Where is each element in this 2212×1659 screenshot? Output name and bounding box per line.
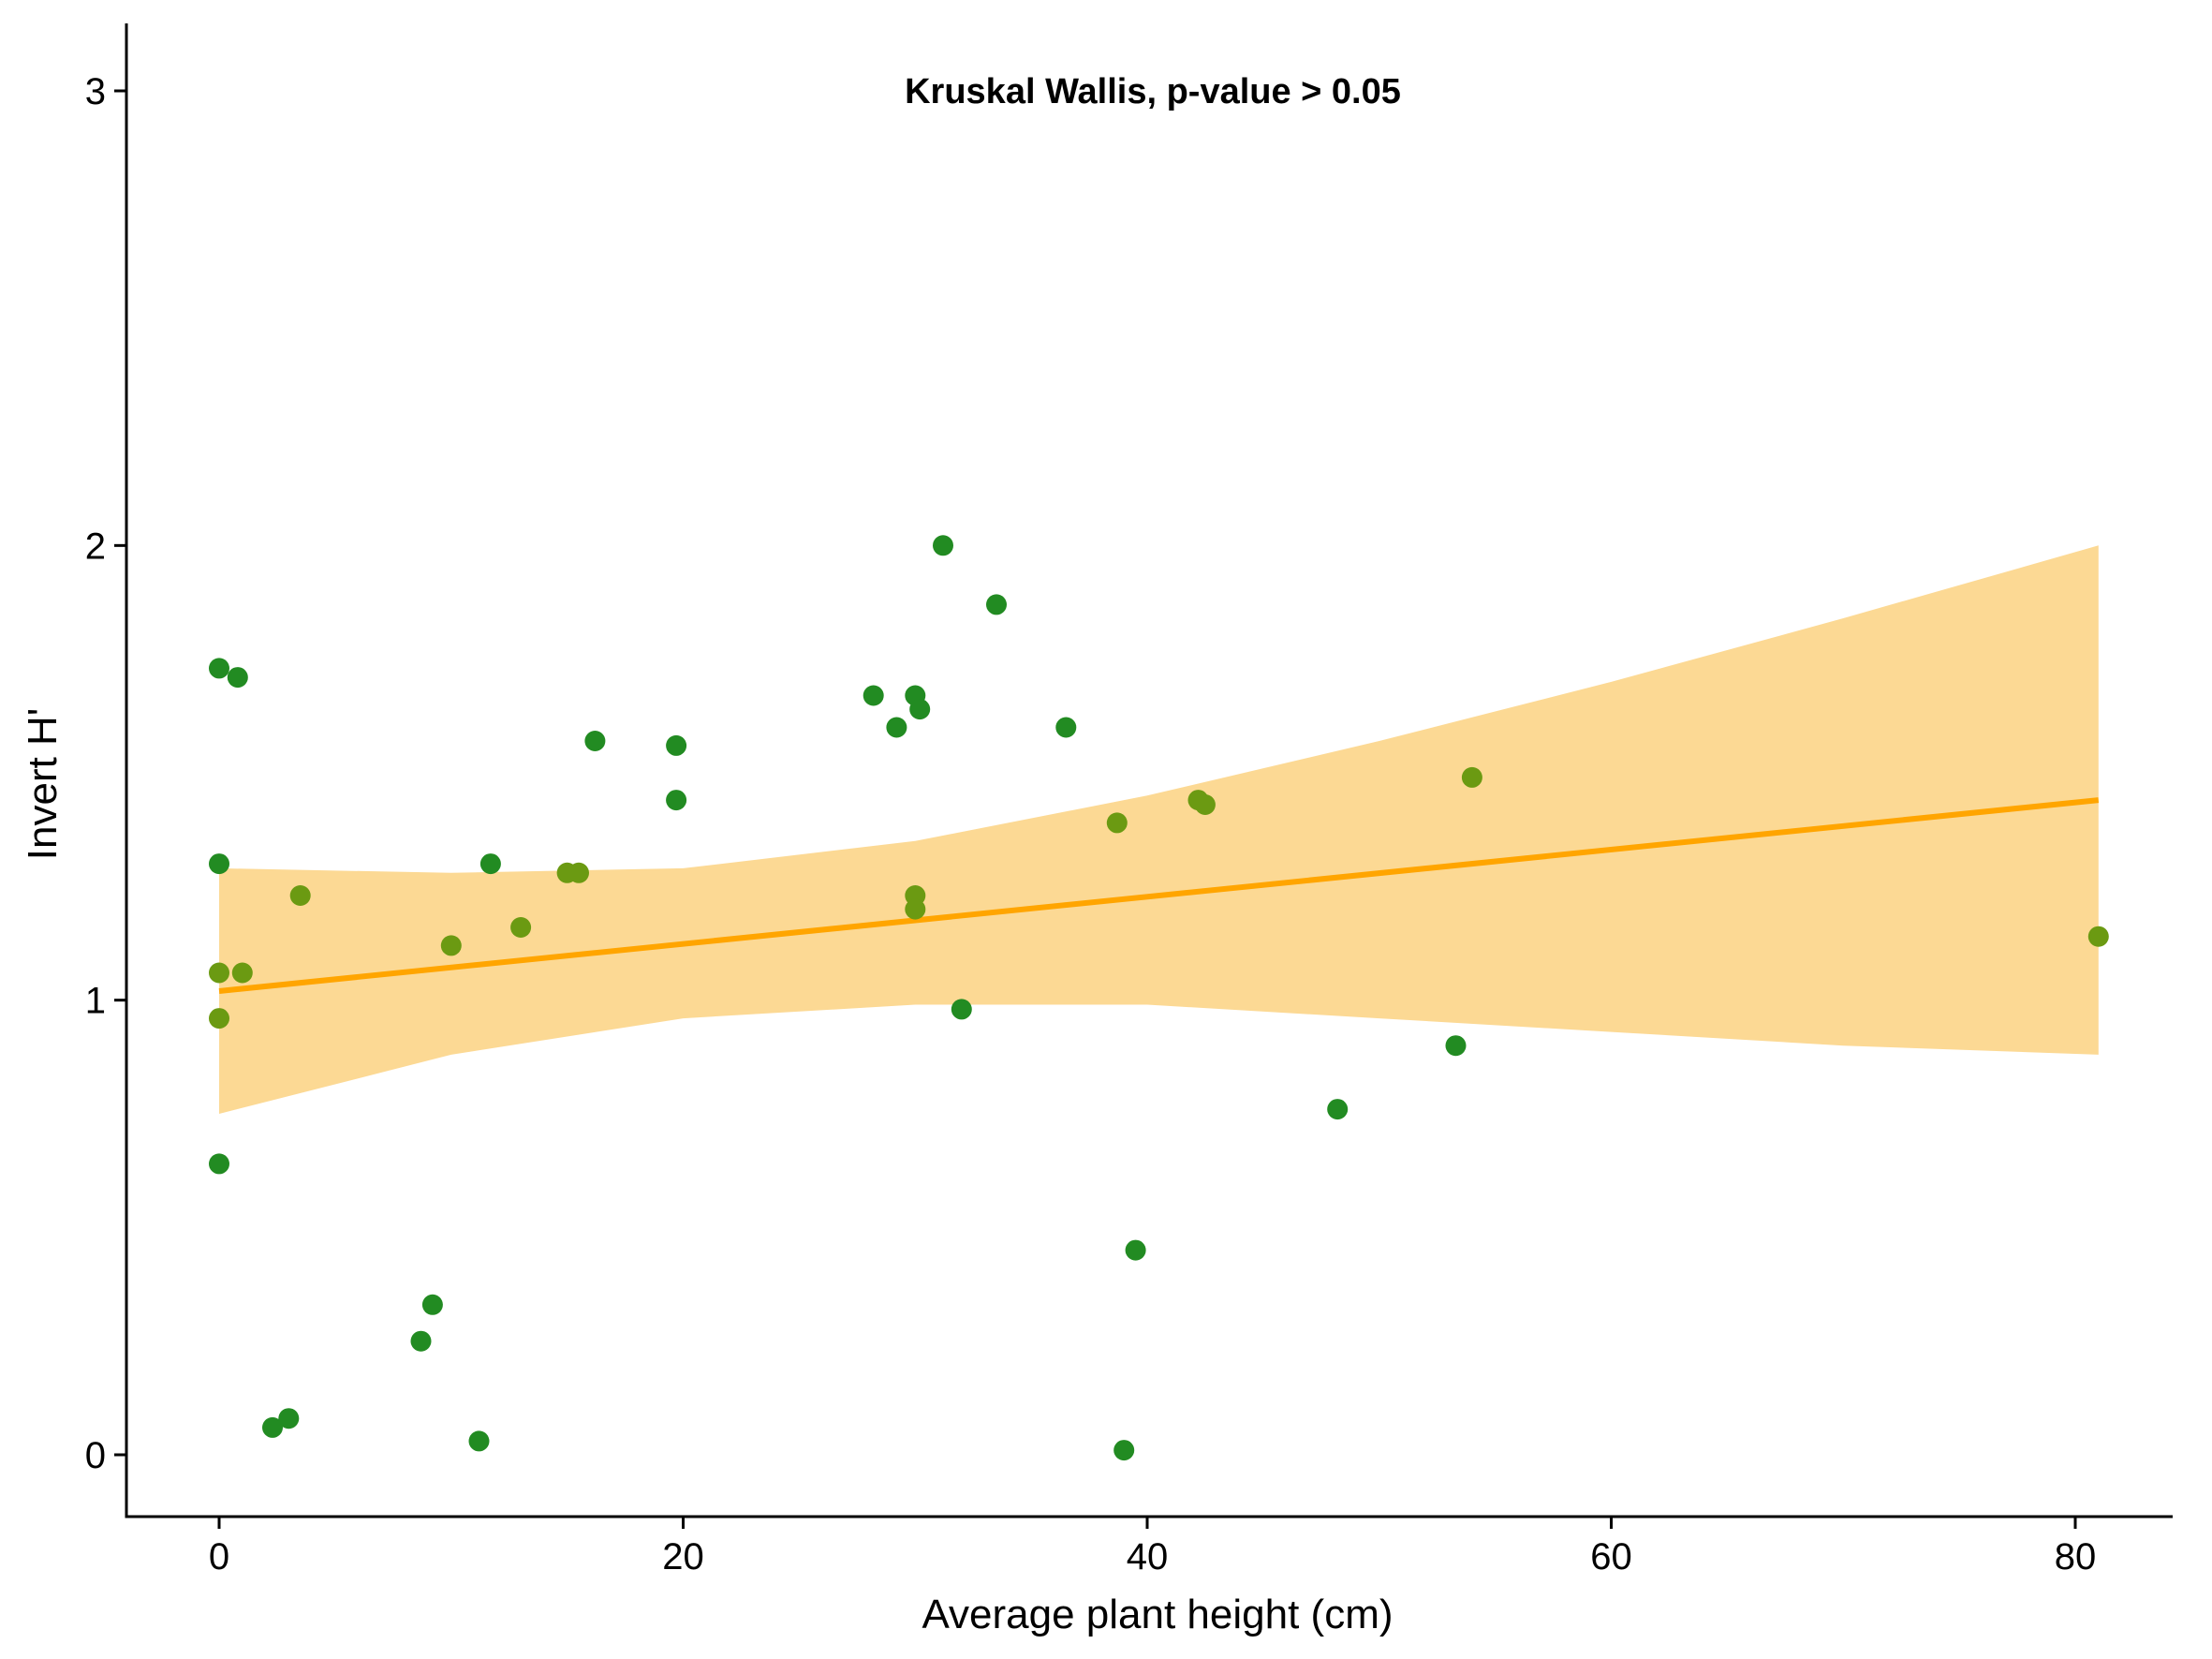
y-tick-label: 0 <box>85 1435 106 1476</box>
data-point <box>666 790 687 811</box>
data-point <box>1055 717 1077 738</box>
data-point <box>209 853 229 875</box>
data-point <box>421 1294 443 1315</box>
x-axis-title: Average plant height (cm) <box>922 1592 1393 1637</box>
x-tick-label: 60 <box>1590 1536 1632 1578</box>
chart-annotation: Kruskal Wallis, p-value > 0.05 <box>905 72 1401 111</box>
data-point <box>2087 926 2109 947</box>
data-point <box>1461 766 1482 788</box>
y-tick-label: 3 <box>85 71 106 112</box>
data-point <box>479 853 501 875</box>
data-point <box>1194 794 1216 815</box>
data-point <box>231 962 253 984</box>
data-point <box>209 962 229 984</box>
data-point <box>568 862 589 883</box>
data-point <box>209 1008 229 1029</box>
y-axis-title: Invert H' <box>20 708 66 860</box>
x-tick-label: 20 <box>662 1536 704 1578</box>
data-point <box>986 594 1007 615</box>
data-point <box>278 1408 300 1429</box>
trend-line-layer <box>218 797 2100 994</box>
data-point <box>905 898 926 920</box>
data-point <box>289 885 311 906</box>
data-points-layer <box>209 535 2109 1461</box>
y-tick-label: 1 <box>85 981 106 1022</box>
data-point <box>510 917 532 938</box>
data-point <box>1106 812 1128 834</box>
x-tick-label: 80 <box>2055 1536 2097 1578</box>
data-point <box>933 535 953 556</box>
data-point <box>1125 1239 1146 1261</box>
y-tick-label: 2 <box>85 526 106 567</box>
confidence-band-layer <box>219 545 2099 1114</box>
axes-layer: 0 20 40 60 80 0 1 2 3 <box>85 23 2173 1578</box>
confidence-band <box>219 545 2099 1114</box>
data-point <box>209 1153 229 1175</box>
data-point <box>1327 1099 1349 1120</box>
data-point <box>863 685 884 706</box>
x-tick-label: 40 <box>1127 1536 1169 1578</box>
data-point <box>468 1430 490 1452</box>
trend-line <box>218 797 2100 994</box>
x-tick-label: 0 <box>209 1536 229 1578</box>
data-point <box>262 1416 283 1438</box>
data-point <box>440 935 462 956</box>
data-point <box>1113 1440 1135 1461</box>
data-point <box>886 717 907 738</box>
data-point <box>666 734 687 756</box>
data-point <box>410 1330 432 1352</box>
data-point <box>227 667 248 689</box>
data-point <box>1445 1035 1467 1057</box>
data-point <box>951 999 972 1020</box>
data-point <box>909 699 931 720</box>
data-point <box>584 731 606 751</box>
data-point <box>209 658 229 679</box>
